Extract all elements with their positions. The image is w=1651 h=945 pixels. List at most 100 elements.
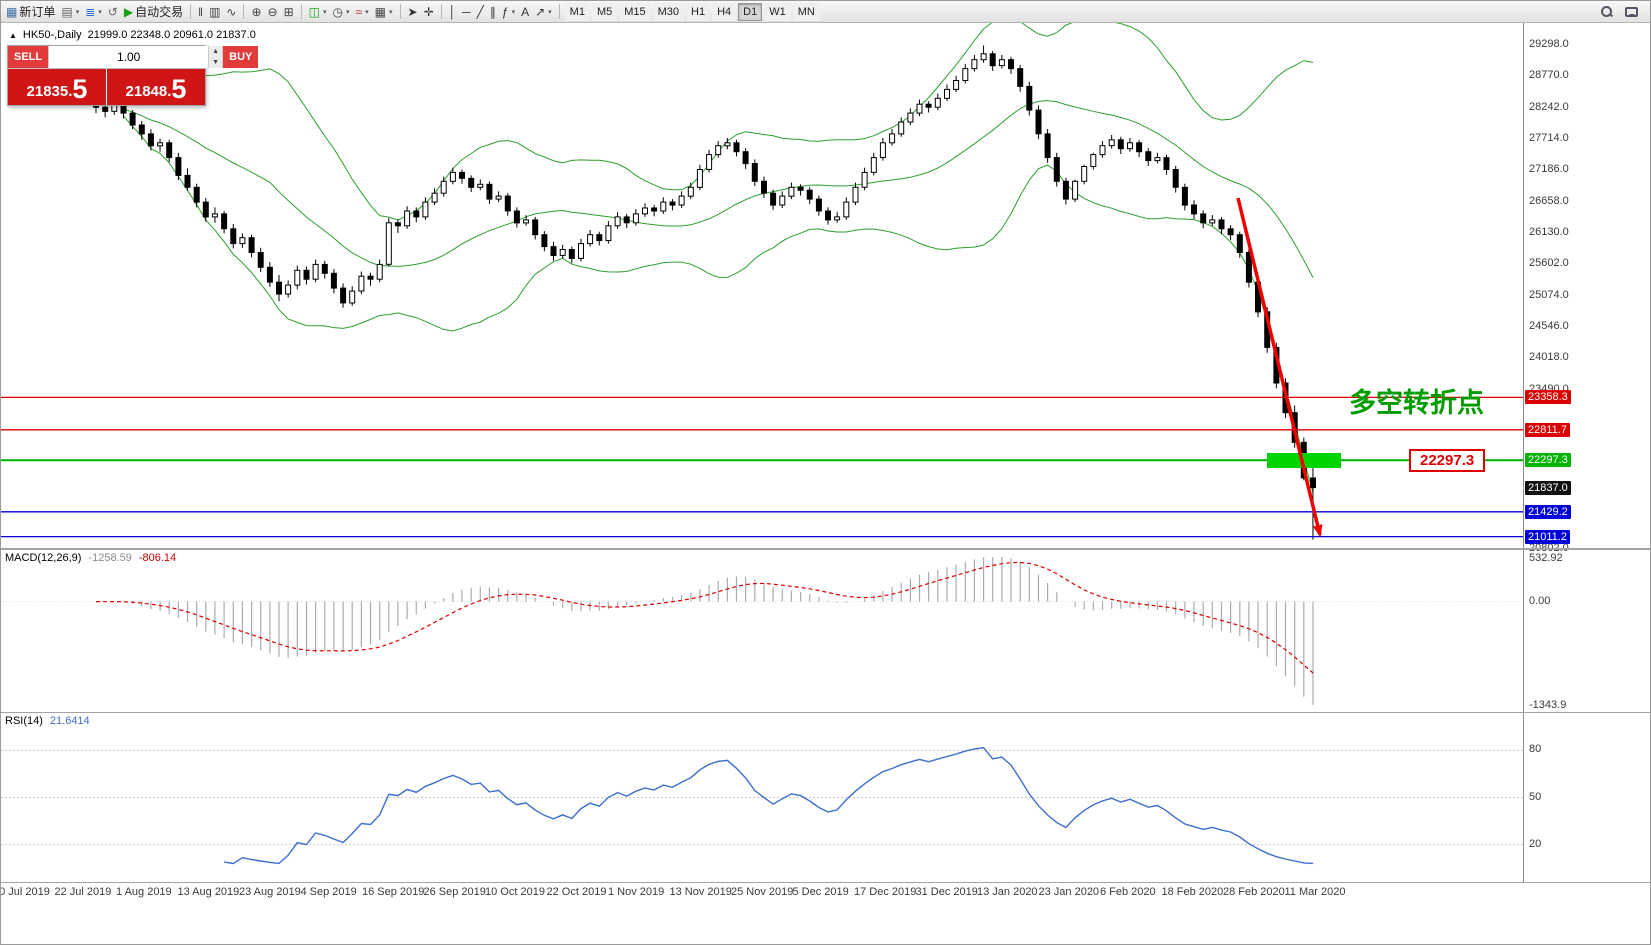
candle-body [761,180,767,194]
volume-input[interactable] [48,46,210,68]
panel-splitter[interactable] [1,548,1650,550]
candle-body [230,228,237,245]
symbol-period-label: HK50-,Daily [22,29,82,41]
zoom-out-button[interactable]: ⊖ [265,2,281,22]
arrows-tool-button[interactable]: ↗ ▾ [532,2,555,22]
buy-price-button[interactable]: 21848. 5 [107,69,205,105]
price-axis[interactable]: 29298.0 28770.0 28242.0 27714.0 27186.0 26658… [1523,23,1650,882]
price-level-badge[interactable]: 22811.7 [1525,422,1570,437]
timeframe-h4[interactable]: H4 [712,2,737,21]
buy-button[interactable]: BUY [223,46,259,68]
candle-body [477,183,484,188]
auto-trading-icon: ▶ [123,4,134,19]
zoom-in-button[interactable]: ⊕ [248,2,264,22]
candle-body [486,183,493,200]
candle-body [129,112,136,126]
new-chart-button[interactable]: ◫ ▾ [306,2,330,22]
price-level-badge[interactable]: 22297.3 [1525,453,1571,468]
text-tool-button[interactable]: A [518,2,532,22]
crosshair-tool-button[interactable]: ✛ [421,2,437,22]
timeframe-m30[interactable]: M30 [652,2,685,21]
candle-body [449,171,456,182]
macd-panel[interactable]: MACD(12,26,9) -1258.59 -806.14 [1,550,1523,712]
candle-body [989,53,996,67]
candle-body [651,207,658,212]
channel-tool-button[interactable]: ∥ [487,2,499,22]
rsi-plot[interactable] [1,713,1523,882]
macd-plot[interactable] [1,550,1523,712]
candle-body [1053,157,1060,182]
candle-body [504,195,511,212]
candle-body [147,133,154,147]
collapse-trade-panel-icon[interactable]: ▲ [9,30,17,40]
date-tick-label: 16 Sep 2019 [362,886,425,898]
new-order-button[interactable]: ▦ 新订单 [3,2,58,22]
price-level-badge[interactable]: 23358.3 [1525,390,1571,405]
candle-body [660,201,667,212]
timeframe-h1[interactable]: H1 [686,2,711,21]
time-axis[interactable]: 10 Jul 2019 22 Jul 2019 1 Aug 2019 13 Aug 2… [1,883,1650,901]
charts-window-button[interactable]: ▤ ▾ [58,2,82,22]
trend-arrow[interactable] [1236,197,1323,537]
tile-windows-button[interactable]: ⊞ [281,2,297,22]
macd-label: MACD(12,26,9) -1258.59 -806.14 [5,552,176,564]
search-icon[interactable] [1600,5,1613,18]
periods-button[interactable]: ◷ ▾ [330,2,353,22]
candle-body [266,266,273,283]
auto-trading-button[interactable]: ▶ 自动交易 [121,2,186,22]
candle-body [889,133,896,144]
profiles-button[interactable]: ≣ ▾ [82,2,105,22]
highlight-box[interactable] [1267,453,1341,468]
cursor-tool-button[interactable]: ➤ [405,2,421,22]
macd-signal-value: -806.14 [138,552,177,564]
sell-price-button[interactable]: 21835. 5 [8,69,107,105]
chat-icon[interactable] [1625,6,1638,17]
indicators-button[interactable]: ≈ ▾ [353,2,372,22]
candlestick-chart-type-button[interactable]: ▥ [206,2,223,22]
turning-point-annotation[interactable]: 多空转折点 [1349,388,1484,418]
vertical-line-tool-button[interactable]: │ [446,2,460,22]
date-tick-label: 13 Jan 2020 [977,886,1038,898]
price-level-badge[interactable]: 21011.2 [1525,529,1570,544]
main-chart-panel[interactable]: ▲ HK50-,Daily 21999.0 22348.0 20961.0 21… [1,23,1523,548]
candle-body [733,142,740,153]
panel-splitter[interactable] [1,712,1650,713]
timeframe-m1[interactable]: M1 [564,2,590,21]
templates-button[interactable]: ▦ ▾ [372,2,396,22]
new-order-button-label: 新订单 [19,5,56,19]
candlestick-plot[interactable] [1,23,1523,548]
candle-body [523,219,529,224]
candle-body [861,171,868,188]
periods-icon: ◷ [332,4,344,19]
volume-field: ▲ ▼ [48,46,224,68]
sell-button[interactable]: SELL [8,46,49,68]
candle-body [1008,59,1014,70]
candle-body [404,210,411,227]
candle-body [1200,213,1207,224]
toolbar-group: ◫ ▾ ◷ ▾ ≈ ▾ ▦ ▾ [306,2,396,22]
line-chart-type-button[interactable]: ∿ [223,2,239,22]
refresh-button[interactable]: ↺ [105,2,121,22]
timeframe-mn[interactable]: MN [792,2,820,21]
bollinger-middle-band [123,100,1314,278]
timeframe-m5[interactable]: M5 [591,2,618,21]
bars-chart-type-button[interactable]: ‖ [195,2,206,22]
toolbar-group: ➤ ✛ [405,2,437,22]
candle-body [1081,166,1088,182]
price-level-badge[interactable]: 21429.2 [1525,504,1571,519]
toolbar-separator [558,4,560,19]
horizontal-line-tool-button[interactable]: ─ [459,2,474,22]
candle-body [578,243,584,259]
trendline-tool-button[interactable]: ╱ [474,2,487,22]
candle-body [394,222,401,227]
timeframe-w1[interactable]: W1 [764,2,791,21]
timeframe-m15[interactable]: M15 [619,2,651,21]
volume-increase-button[interactable]: ▲ [209,46,223,57]
candle-body [184,174,191,188]
fibonacci-tool-button[interactable]: ƒ ▾ [499,2,518,22]
price-callout-label[interactable]: 22297.3 [1409,449,1486,472]
timeframe-d1[interactable]: D1 [738,2,763,21]
rsi-panel[interactable]: RSI(14) 21.6414 [1,713,1523,882]
volume-decrease-button[interactable]: ▼ [209,57,223,68]
